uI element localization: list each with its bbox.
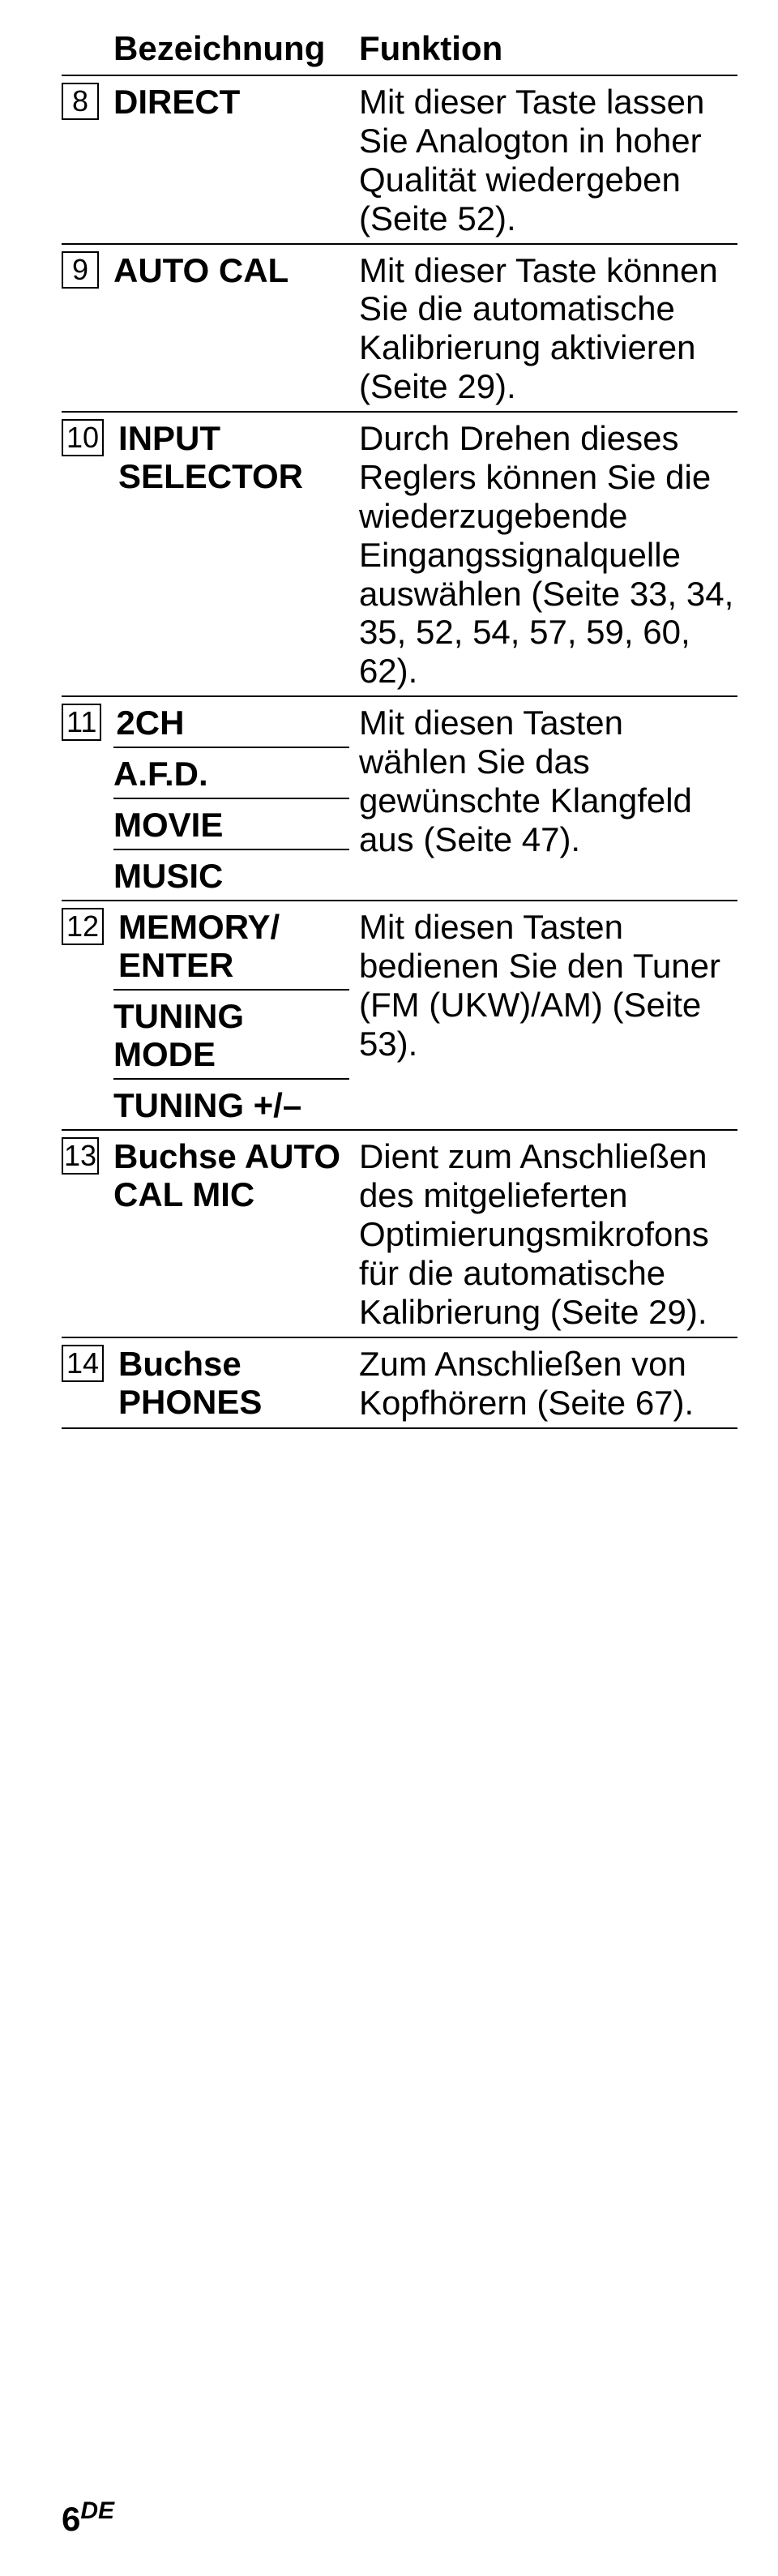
table-row: 11 2CH A.F.D. MOVIE MUSIC (62, 697, 737, 900)
item-number: 12 (62, 908, 104, 945)
item-label: MEMORY/ ENTER (118, 908, 280, 984)
item-label: MUSIC (113, 857, 223, 895)
header-left: Bezeichnung (113, 29, 325, 75)
table-header-row: Bezeichnung Funktion (62, 29, 737, 75)
document-page: Bezeichnung Funktion 8 DIRECT Mit dieser… (0, 0, 778, 1429)
item-function: Zum Anschließen von Kopfhörern (Seite 67… (359, 1345, 694, 1422)
table-row: 12 MEMORY/ ENTER TUNING MODE TUNING +/– … (62, 901, 737, 1129)
function-table: Bezeichnung Funktion 8 DIRECT Mit dieser… (62, 29, 737, 1429)
item-number: 11 (62, 704, 101, 741)
item-number: 9 (62, 251, 99, 289)
table-row: 13 Buchse AUTO CAL MIC Dient zum Anschli… (62, 1131, 737, 1336)
item-number: 8 (62, 83, 99, 120)
page-number: 6 (62, 2500, 80, 2538)
item-function: Mit diesen Tasten wählen Sie das gewünsc… (359, 704, 692, 858)
page-footer: 6DE (62, 2497, 114, 2539)
table-row: 14 Buchse PHONES Zum Anschließen von Kop… (62, 1338, 737, 1427)
item-label: 2CH (116, 704, 184, 742)
item-label: TUNING +/– (113, 1086, 301, 1124)
item-number: 14 (62, 1345, 104, 1382)
item-label: Buchse AUTO CAL MIC (113, 1137, 349, 1213)
page-suffix: DE (80, 2497, 114, 2524)
table-row: 10 INPUT SELECTOR Durch Drehen dieses Re… (62, 413, 737, 695)
item-label: A.F.D. (113, 755, 208, 793)
item-number: 10 (62, 419, 104, 456)
item-function: Mit dieser Taste lassen Sie Analogton in… (359, 83, 704, 237)
table-row: 9 AUTO CAL Mit dieser Taste können Sie d… (62, 245, 737, 412)
header-right: Funktion (359, 29, 502, 74)
item-label: DIRECT (113, 83, 240, 121)
item-function: Dient zum Anschließen des mitgelieferten… (359, 1137, 709, 1331)
header-spacer (62, 29, 99, 66)
item-label: TUNING MODE (113, 997, 349, 1073)
item-function: Mit diesen Tasten bedienen Sie den Tuner… (359, 908, 720, 1063)
item-label: MOVIE (113, 806, 223, 844)
item-label: INPUT SELECTOR (118, 419, 303, 495)
item-label: AUTO CAL (113, 251, 289, 289)
item-number: 13 (62, 1137, 99, 1175)
item-function: Durch Drehen dieses Reglers können Sie d… (359, 419, 733, 690)
item-label: Buchse PHONES (118, 1345, 262, 1421)
table-row: 8 DIRECT Mit dieser Taste lassen Sie Ana… (62, 76, 737, 243)
item-function: Mit dieser Taste können Sie die automati… (359, 251, 718, 406)
